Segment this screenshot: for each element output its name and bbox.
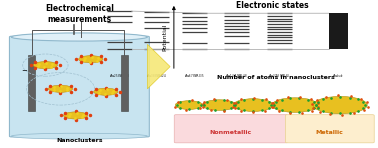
Text: −: − bbox=[22, 68, 28, 74]
FancyBboxPatch shape bbox=[285, 115, 374, 143]
Text: Au$_{bulk}$: Au$_{bulk}$ bbox=[332, 73, 344, 80]
Text: Au$_{67}$(SR)$_{35}$: Au$_{67}$(SR)$_{35}$ bbox=[184, 73, 205, 80]
Bar bbox=[329, 13, 348, 49]
Ellipse shape bbox=[48, 85, 73, 92]
Text: Au$_{25}$(SR)$_{18}$: Au$_{25}$(SR)$_{18}$ bbox=[108, 73, 130, 80]
Ellipse shape bbox=[33, 62, 57, 69]
FancyBboxPatch shape bbox=[174, 115, 288, 143]
Ellipse shape bbox=[313, 96, 367, 114]
Text: Au$_{38}$(SR)$_{24}$: Au$_{38}$(SR)$_{24}$ bbox=[146, 73, 167, 80]
Ellipse shape bbox=[94, 88, 118, 95]
Text: Au$_{329}$(SR)$_{84}$: Au$_{329}$(SR)$_{84}$ bbox=[268, 73, 291, 80]
Text: Potential: Potential bbox=[162, 23, 167, 51]
FancyBboxPatch shape bbox=[9, 36, 149, 137]
Polygon shape bbox=[147, 44, 170, 89]
Ellipse shape bbox=[203, 100, 236, 110]
Ellipse shape bbox=[233, 99, 273, 111]
Ellipse shape bbox=[79, 56, 103, 63]
Ellipse shape bbox=[11, 133, 147, 139]
Text: Au$_{144}$(SR)$_{48}$: Au$_{144}$(SR)$_{48}$ bbox=[225, 73, 248, 80]
Ellipse shape bbox=[272, 98, 318, 112]
Bar bbox=[28, 55, 35, 111]
Ellipse shape bbox=[11, 33, 147, 41]
Ellipse shape bbox=[175, 101, 203, 110]
Text: Nanoclusters: Nanoclusters bbox=[56, 138, 103, 143]
Ellipse shape bbox=[64, 112, 88, 119]
Text: Electronic states: Electronic states bbox=[236, 1, 308, 11]
Text: Metallic: Metallic bbox=[315, 130, 343, 135]
Bar bbox=[121, 55, 128, 111]
Text: Number of atoms in nanoclusters: Number of atoms in nanoclusters bbox=[217, 75, 335, 81]
Text: Electrochemical
measurements: Electrochemical measurements bbox=[45, 4, 114, 24]
Text: Nonmetallic: Nonmetallic bbox=[209, 130, 252, 135]
